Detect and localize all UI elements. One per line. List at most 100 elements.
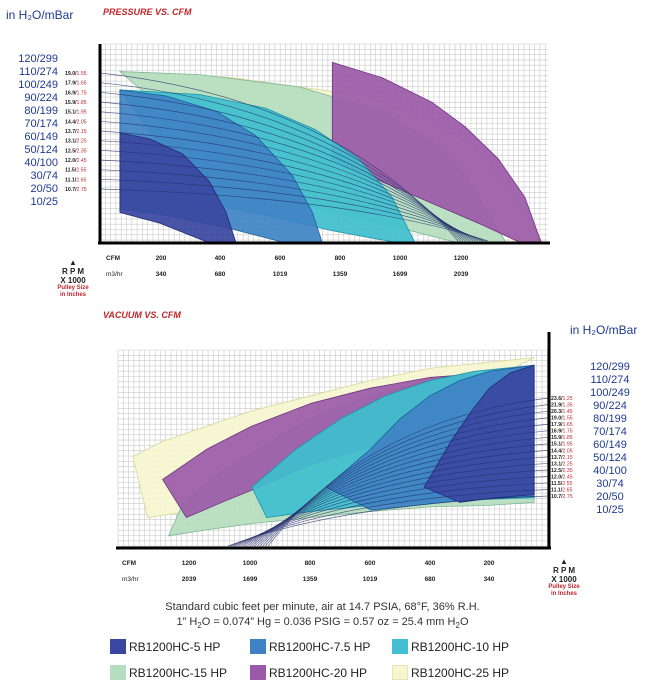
- rpm-speed-label: 11.1/2.65: [551, 487, 572, 493]
- pressure-y-axis: 120/299 110/274 100/249 90/224 80/199 70…: [8, 53, 58, 209]
- pulley-size-label: 1.65: [77, 81, 87, 87]
- pulley-size-label: 2.75: [77, 187, 87, 193]
- m3hr-tick-label: 340: [484, 576, 495, 583]
- rpm-speed-label: 15.9/1.85: [551, 435, 573, 441]
- legend-swatch: [250, 665, 266, 680]
- rpm-speed-label: 20.3/1.45: [551, 409, 573, 415]
- vacuum-y-tick: 70/174: [593, 426, 627, 438]
- pulley-size-label: 2.75: [563, 494, 573, 500]
- m3hr-tick-label: 2039: [182, 576, 197, 583]
- pulley-size-label: 2.05: [77, 119, 87, 125]
- x-tick-label: 1200: [182, 560, 197, 567]
- rpm-curve: [233, 482, 550, 547]
- vacuum-y-tick: 80/199: [593, 413, 627, 425]
- m3hr-tick-label: 1699: [243, 576, 258, 583]
- pulley-label: Pulley Size: [548, 584, 580, 590]
- rpm-speed-label: 11.5/2.55: [551, 481, 572, 487]
- m3hr-tick-label: 1019: [363, 576, 378, 583]
- m3hr-axis-label: m3/hr: [106, 271, 123, 278]
- rpm-speed-label: 11.1/2.65: [65, 177, 86, 183]
- rpm-speed-label: 12.0/2.45: [65, 158, 87, 164]
- pulley-size-label: 2.25: [563, 461, 573, 467]
- pulley-size-label: 1.55: [563, 416, 573, 422]
- legend-label: RB1200HC-20 HP: [269, 665, 368, 680]
- pulley-size-label: 1.95: [563, 442, 573, 448]
- rpm-title: R P M: [61, 267, 85, 276]
- rpm-speed-label: 13.1/2.25: [551, 461, 573, 467]
- pressure-y-tick: 70/174: [24, 118, 58, 130]
- vacuum-rpm-label: ▲ R P M X 1000 Pulley Size in Inches: [546, 557, 582, 598]
- legend-label: RB1200HC-25 HP: [411, 665, 510, 680]
- rpm-speed-label: 23.6/1.25: [551, 396, 573, 402]
- m3hr-tick-label: 680: [215, 271, 226, 278]
- rpm-speed-label: 13.7/2.15: [551, 455, 573, 461]
- x-tick-label: 800: [305, 560, 316, 567]
- x-tick-label: 600: [365, 560, 376, 567]
- vacuum-y-tick: 10/25: [596, 504, 624, 516]
- rpm-curve: [230, 489, 550, 547]
- rpm-sub: X 1000: [60, 276, 86, 285]
- pulley-size-label: 2.15: [563, 455, 573, 461]
- pulley-size-label: 1.35: [563, 403, 573, 409]
- pressure-y-tick: 110/274: [19, 66, 58, 78]
- rpm-speed-label: 10.7/2.75: [551, 494, 573, 500]
- rpm-speed-label: 10.7/2.75: [65, 187, 87, 193]
- pulley-size-label: 1.85: [563, 435, 573, 441]
- x-tick-label: 800: [335, 255, 346, 262]
- pressure-y-tick: 120/299: [18, 53, 58, 65]
- pressure-unit-label: in H₂O/mBar: [6, 8, 74, 22]
- rpm-speed-label: 17.9/1.65: [551, 422, 573, 428]
- pulley-size-label: 1.75: [77, 90, 87, 96]
- legend-label: RB1200HC-5 HP: [129, 639, 221, 654]
- vacuum-y-tick: 30/74: [596, 478, 624, 490]
- pressure-y-tick: 50/124: [24, 144, 58, 156]
- pressure-y-tick: 20/50: [30, 183, 58, 195]
- pressure-y-tick: 60/149: [24, 131, 58, 143]
- pulley-size-label: 1.45: [563, 409, 573, 415]
- x-tick-label: 400: [425, 560, 436, 567]
- legend-label: RB1200HC-10 HP: [411, 639, 510, 654]
- rpm-curve: [99, 188, 489, 242]
- legend-swatch: [392, 665, 408, 680]
- m3hr-tick-label: 1359: [333, 271, 348, 278]
- rpm-speed-label: 11.5/2.55: [65, 168, 86, 174]
- pulley-size-label: 1.85: [77, 100, 87, 106]
- pulley-size-label: 1.25: [563, 396, 573, 402]
- m3hr-tick-label: 1699: [393, 271, 408, 278]
- x-tick-label: 200: [156, 255, 167, 262]
- pulley-size-label: 2.35: [77, 148, 87, 154]
- legend-item-7-5hp: RB1200HC-7.5 HP: [250, 639, 370, 654]
- rpm-curve: [235, 476, 550, 547]
- rpm-curve: [99, 130, 474, 242]
- rpm-speed-label: 12.0/2.45: [551, 474, 573, 480]
- pressure-y-tick: 30/74: [30, 170, 58, 182]
- m3hr-tick-label: 1359: [303, 576, 318, 583]
- pressure-chart-title: PRESSURE VS. CFM: [103, 7, 192, 17]
- x-tick-label: 400: [215, 255, 226, 262]
- rpm-title: R P M: [552, 566, 576, 575]
- pulley-size-label: 2.55: [76, 168, 86, 174]
- vacuum-y-tick: 120/299: [590, 361, 630, 373]
- legend-swatch: [110, 665, 126, 680]
- pulley-size-label: 2.45: [563, 474, 573, 480]
- vacuum-y-tick: 100/249: [590, 387, 630, 399]
- vacuum-y-axis: 120/299 110/274 100/249 90/224 80/199 70…: [585, 361, 635, 517]
- rpm-arrow-icon: ▲: [560, 557, 568, 566]
- rpm-speed-label: 12.5/2.35: [551, 468, 573, 474]
- m3hr-tick-label: 340: [156, 271, 167, 278]
- rpm-curve: [99, 140, 476, 242]
- vacuum-y-tick: 50/124: [593, 452, 627, 464]
- rpm-curve: [99, 111, 469, 242]
- m3hr-tick-label: 1019: [273, 271, 288, 278]
- legend-swatch: [250, 639, 266, 654]
- vacuum-chart: 23.6/1.2521.9/1.3520.3/1.4519.0/1.5517.9…: [116, 332, 573, 583]
- vacuum-chart-title: VACUUM VS. CFM: [103, 310, 181, 320]
- footnote-line-1: Standard cubic feet per minute, air at 1…: [165, 601, 480, 613]
- cfm-axis-label: CFM: [106, 255, 120, 262]
- pressure-y-tick: 90/224: [24, 92, 58, 104]
- x-tick-label: 1000: [243, 560, 258, 567]
- x-tick-label: 1200: [454, 255, 469, 262]
- m3hr-tick-label: 2039: [454, 271, 469, 278]
- vacuum-y-tick: 90/224: [593, 400, 627, 412]
- rpm-speed-label: 15.9/1.85: [65, 100, 87, 106]
